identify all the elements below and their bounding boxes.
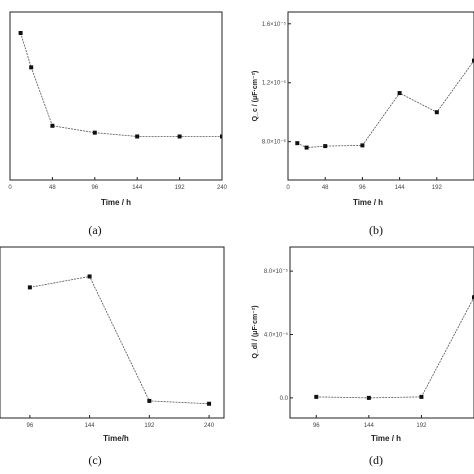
x-tick-label: 96 [91,185,98,191]
panel-c-chart: 96 144 192 240 Time/h (c) [0,246,225,467]
data-point [366,395,371,400]
series-group [18,31,222,139]
panel-d-chart: 96 144 192 0.0 4.0×10⁻⁵ 8.0×10⁻⁵ Time / h Q_dl … [252,246,474,467]
x-tick-label: 48 [322,185,329,191]
plot-frame [289,246,474,419]
x-tick-label: 144 [395,185,406,191]
plot-frame [287,11,474,181]
x-tick-label: 144 [132,185,143,191]
x-tick-label: 96 [313,423,320,429]
data-point [18,31,23,35]
x-tick-label: 96 [27,423,34,429]
series-line [297,60,474,148]
series-line [29,276,210,405]
y-tick-label: 1.6×10⁻⁵ [262,21,287,28]
data-point [360,143,365,148]
x-axis-label: Time/h [103,434,129,443]
data-point [295,141,300,146]
data-point [207,401,212,406]
x-axis-label: Time / h [371,434,401,443]
x-tick-label: 0 [8,185,12,191]
y-tick-label: 8.0×10⁻⁶ [262,139,287,146]
series-group [295,58,474,150]
y-axis-label: Q_c / (μF·cm⁻²) [252,71,259,122]
panel-label: (a) [88,223,101,237]
x-tick-label: 192 [432,185,443,191]
x-axis-label: Time / h [353,198,383,207]
data-point [419,394,424,399]
x-tick-label: 0 [286,185,290,191]
data-point [27,285,32,290]
panel-label: (b) [369,223,383,237]
panel-label: (c) [88,453,101,467]
panel-label: (d) [369,453,383,467]
y-tick-label: 8.0×10⁻⁵ [264,268,289,275]
data-point [177,134,182,139]
data-point [92,130,97,135]
x-tick-label: 48 [49,185,56,191]
x-tick-label: 192 [416,423,427,429]
data-point [434,110,439,115]
data-point [397,91,402,96]
x-tick-label: 192 [175,185,186,191]
series-group [27,274,212,406]
y-axis-label: Q_dl / (μF·cm⁻²) [252,305,259,358]
series-group [314,295,474,400]
data-point [50,123,55,128]
x-tick-label: 96 [359,185,366,191]
x-tick-label: 192 [144,423,155,429]
data-point [87,274,92,279]
series-line [20,32,222,137]
data-point [147,398,152,403]
data-point [323,144,328,149]
data-point [135,134,140,139]
panel-a-chart: 0 48 96 144 192 240 Time / h (a) [8,11,228,237]
data-point [304,145,309,150]
plot-frame [0,246,225,419]
x-tick-label: 240 [204,423,215,429]
data-point [220,134,222,139]
data-point [314,394,319,399]
panel-b-chart: 0 48 96 144 192 8.0×10⁻⁶ 1.2×10⁻⁵ 1.6×10⁻⁵ Time … [252,11,474,237]
plot-frame [9,11,223,181]
x-tick-label: 144 [364,423,375,429]
series-line [316,297,474,399]
data-point [472,295,474,300]
data-point [472,58,474,63]
y-tick-label: 4.0×10⁻⁵ [264,332,289,339]
x-axis-label: Time / h [101,198,131,207]
data-point [29,65,34,70]
y-tick-label: 1.2×10⁻⁵ [262,80,287,87]
x-tick-label: 144 [85,423,96,429]
x-tick-label: 240 [217,185,228,191]
y-tick-label: 0.0 [280,396,289,402]
